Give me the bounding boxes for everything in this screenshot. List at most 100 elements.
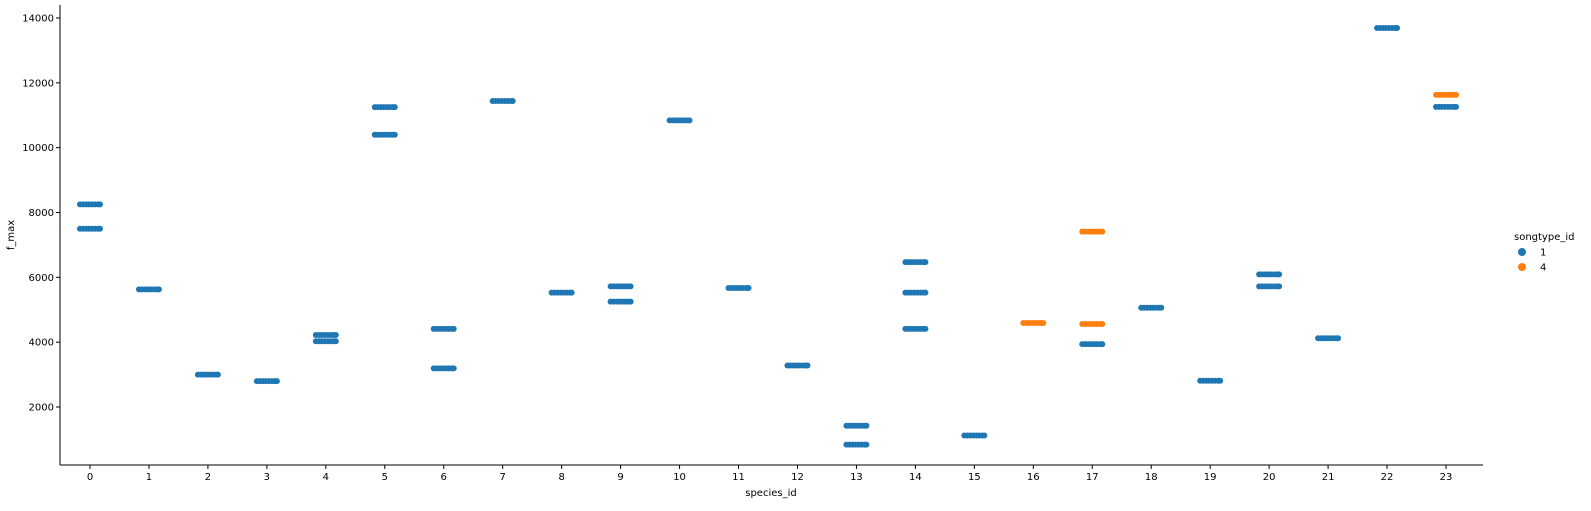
- data-point: [253, 378, 280, 385]
- x-tick-label: 19: [1204, 472, 1217, 483]
- data-point: [902, 259, 929, 266]
- x-tick-label: 7: [500, 472, 506, 483]
- point-marker: [1453, 91, 1459, 98]
- data-point: [1079, 341, 1106, 348]
- data-point: [1374, 25, 1401, 32]
- point-marker: [155, 286, 162, 293]
- series-1: [77, 25, 1459, 448]
- point-marker: [97, 225, 103, 232]
- data-point: [961, 432, 988, 439]
- point-marker: [863, 441, 870, 448]
- data-point: [312, 332, 339, 339]
- data-point: [725, 285, 752, 292]
- data-point: [77, 201, 103, 208]
- point-marker: [450, 365, 457, 372]
- data-point: [548, 289, 575, 296]
- data-point: [1197, 377, 1224, 384]
- x-tick-label: 5: [382, 472, 388, 483]
- x-tick-label: 23: [1440, 472, 1453, 483]
- data-point: [135, 286, 162, 293]
- y-ticks: 2000 4000 6000 8000 10000 12000 14000: [22, 14, 60, 414]
- y-tick-label: 14000: [22, 14, 54, 25]
- legend-label-4: 4: [1540, 263, 1546, 274]
- y-tick-label: 6000: [29, 273, 54, 284]
- data-point: [666, 117, 693, 124]
- y-tick-label: 12000: [22, 78, 54, 89]
- point-marker: [391, 131, 398, 138]
- data-point: [902, 325, 929, 332]
- x-tick-label: 3: [264, 472, 270, 483]
- legend-entries: 14: [1518, 248, 1546, 274]
- x-tick-label: 22: [1381, 472, 1394, 483]
- legend-label-1: 1: [1540, 248, 1546, 259]
- data-point: [784, 362, 811, 369]
- point-marker: [391, 104, 398, 111]
- point-marker: [745, 285, 752, 292]
- x-tick-label: 16: [1027, 472, 1040, 483]
- point-marker: [981, 432, 988, 439]
- point-marker: [273, 378, 280, 385]
- legend-title: songtype_id: [1514, 232, 1574, 243]
- legend-marker-1: [1518, 248, 1526, 256]
- data-point: [430, 365, 457, 372]
- point-marker: [1158, 304, 1165, 311]
- data-point: [843, 422, 870, 429]
- point-marker: [627, 283, 634, 290]
- plot-area: [77, 25, 1459, 448]
- y-tick-label: 10000: [22, 143, 54, 154]
- x-tick-label: 9: [617, 472, 623, 483]
- x-tick-label: 14: [909, 472, 922, 483]
- data-point: [430, 325, 457, 332]
- data-point: [1079, 321, 1106, 328]
- point-marker: [1040, 320, 1047, 327]
- point-marker: [804, 362, 811, 369]
- data-point: [371, 104, 398, 111]
- point-marker: [1453, 103, 1459, 110]
- point-marker: [1394, 25, 1401, 32]
- point-marker: [922, 259, 929, 266]
- point-marker: [1099, 321, 1106, 328]
- data-point: [1315, 335, 1342, 342]
- x-tick-label: 11: [732, 472, 745, 483]
- point-marker: [863, 422, 870, 429]
- point-marker: [1335, 335, 1342, 342]
- series-4: [1020, 91, 1459, 328]
- data-point: [607, 298, 634, 305]
- x-tick-label: 12: [791, 472, 804, 483]
- point-marker: [922, 289, 929, 296]
- point-marker: [332, 332, 339, 339]
- x-tick-label: 15: [968, 472, 981, 483]
- x-tick-label: 1: [146, 472, 152, 483]
- data-point: [1433, 103, 1459, 110]
- point-marker: [1276, 283, 1283, 290]
- x-tick-label: 0: [87, 472, 93, 483]
- data-point: [1020, 320, 1047, 327]
- data-point: [194, 371, 221, 378]
- x-tick-label: 2: [205, 472, 211, 483]
- y-tick-label: 4000: [29, 338, 54, 349]
- x-tick-label: 13: [850, 472, 863, 483]
- data-point: [607, 283, 634, 290]
- y-tick-label: 2000: [29, 403, 54, 414]
- data-point: [312, 338, 339, 345]
- point-marker: [686, 117, 693, 124]
- x-tick-label: 10: [673, 472, 686, 483]
- x-axis-title: species_id: [745, 488, 796, 499]
- data-point: [1079, 228, 1106, 235]
- legend: songtype_id 14: [1514, 232, 1574, 274]
- point-marker: [214, 371, 221, 378]
- point-marker: [450, 325, 457, 332]
- data-point: [1433, 91, 1459, 98]
- x-tick-label: 8: [558, 472, 564, 483]
- data-point: [902, 289, 929, 296]
- data-point: [77, 225, 103, 232]
- point-marker: [97, 201, 103, 208]
- point-marker: [922, 325, 929, 332]
- legend-marker-4: [1518, 263, 1526, 271]
- point-marker: [509, 97, 516, 104]
- x-tick-label: 21: [1322, 472, 1335, 483]
- point-marker: [1099, 228, 1106, 235]
- y-axis-title: f_max: [6, 220, 17, 250]
- x-tick-label: 4: [323, 472, 329, 483]
